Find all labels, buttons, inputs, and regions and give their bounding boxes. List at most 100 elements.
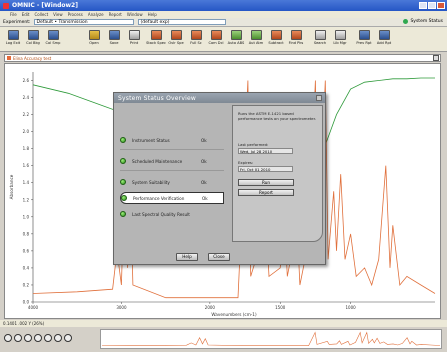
collect-sample-icon <box>47 30 59 40</box>
x-axis-label: Wavenumbers (cm-1) <box>211 312 257 317</box>
collect-background-button[interactable]: Col Bkg <box>23 30 43 50</box>
status-bar: 0.1401 .002 Y (26%) <box>0 320 447 327</box>
close-window-button[interactable] <box>437 2 445 9</box>
pan-icon[interactable] <box>24 334 32 342</box>
save-button[interactable]: Save <box>104 30 124 50</box>
experiment-secondary-select[interactable]: (default exp) <box>137 19 226 25</box>
divider <box>120 149 224 150</box>
library-manager-button[interactable]: Lib Mgr <box>330 30 350 50</box>
title-bar: OMNIC - [Window2] <box>0 0 447 11</box>
status-item-instrument[interactable]: Instrument Status Ok <box>120 134 224 146</box>
dialog-close-icon[interactable] <box>316 95 322 101</box>
sample-selector[interactable]: Elina Accuracy test <box>4 54 441 62</box>
status-ok-icon <box>120 137 126 143</box>
subtract-button[interactable]: Subtract <box>266 30 286 50</box>
menu-item-help[interactable]: Help <box>147 12 157 17</box>
open-folder-button[interactable]: Open <box>84 30 104 50</box>
sample-color-swatch <box>7 56 11 60</box>
print-button[interactable]: Print <box>124 30 144 50</box>
experiment-secondary-value: (default exp) <box>140 19 170 25</box>
zoom-in-icon[interactable] <box>4 334 12 342</box>
full-scale-button[interactable]: Full Sc <box>186 30 206 50</box>
report-button[interactable]: Report <box>238 189 294 196</box>
status-readout: 0.1401 .002 Y (26%) <box>3 321 45 326</box>
collect-background-icon <box>27 30 39 40</box>
add-report-button[interactable]: Add Rpt <box>374 30 394 50</box>
y-tick-label: 0.6 <box>23 248 30 253</box>
y-axis-label: Absorbance <box>9 174 14 199</box>
expires-value: Fri, Oct 01 2010 <box>238 166 293 172</box>
stack-spectra-button[interactable]: Stack Spec <box>146 30 166 50</box>
toolbar-label: Subtract <box>268 41 284 45</box>
status-item-label: Last Spectral Quality Result <box>132 211 190 217</box>
x-tick-label: 4000 <box>28 305 39 310</box>
status-ok-icon <box>120 211 126 217</box>
menu-item-file[interactable]: File <box>10 12 17 17</box>
toolbar-label: Col Bkg <box>26 41 40 45</box>
zoom-out-icon[interactable] <box>14 334 22 342</box>
status-item-suitability[interactable]: System Suitability Ok <box>120 176 224 188</box>
log-exit-button[interactable]: Log Exit <box>3 30 23 50</box>
status-item-label: Performance Verification <box>133 195 185 201</box>
print-icon <box>128 30 140 40</box>
menu-item-edit[interactable]: Edit <box>21 12 30 17</box>
region-icon[interactable] <box>54 334 62 342</box>
help-button[interactable]: Help <box>176 253 198 261</box>
toolbar-label: Lib Mgr <box>333 41 347 45</box>
status-item-label: System Suitability <box>132 179 170 185</box>
find-peaks-button[interactable]: Find Pks <box>286 30 306 50</box>
x-tick-label: 1500 <box>275 305 286 310</box>
cursor-icon[interactable] <box>34 334 42 342</box>
menu-item-view[interactable]: View <box>53 12 63 17</box>
status-item-value: Ok <box>201 158 207 164</box>
peak-label-icon[interactable] <box>44 334 52 342</box>
system-status-indicator[interactable]: System Status <box>403 19 443 24</box>
close-button[interactable]: Close <box>208 253 230 261</box>
common-scale-button[interactable]: Com Dcl <box>206 30 226 50</box>
status-ok-icon <box>121 195 127 201</box>
search-button[interactable]: Search <box>310 30 330 50</box>
performance-verification-panel: Runs the ASTM E-1421 based performance t… <box>232 105 323 242</box>
status-item-spectral-quality[interactable]: Last Spectral Quality Result <box>120 208 224 220</box>
overlay-spectra-button[interactable]: Ovlr Spe <box>166 30 186 50</box>
preview-report-button[interactable]: Prev Rpt <box>354 30 374 50</box>
system-status-dialog: System Status Overview Instrument Status… <box>113 92 326 265</box>
y-tick-label: 1.6 <box>23 163 30 168</box>
y-tick-label: 0.8 <box>23 231 30 236</box>
collect-sample-button[interactable]: Col Smp <box>43 30 63 50</box>
menu-item-window[interactable]: Window <box>126 12 143 17</box>
toolbar-label: Stack Spec <box>146 41 166 45</box>
measure-icon[interactable] <box>64 334 72 342</box>
x-tick-label: 1000 <box>345 305 356 310</box>
open-folder-icon <box>88 30 100 40</box>
experiment-select[interactable]: Default • Transmission <box>33 19 134 25</box>
stack-spectra-icon <box>150 30 162 40</box>
maximize-button[interactable] <box>428 2 436 9</box>
toolbar-label: Open <box>89 41 99 45</box>
y-tick-label: 1.4 <box>23 180 30 185</box>
menu-item-report[interactable]: Report <box>108 12 122 17</box>
menu-item-collect[interactable]: Collect <box>34 12 49 17</box>
y-tick-label: 2.0 <box>23 129 30 134</box>
run-button[interactable]: Run <box>238 179 294 186</box>
overview-series <box>101 331 441 346</box>
atmospheric-correction-button[interactable]: Aut Atm <box>246 30 266 50</box>
omnic-app-icon <box>3 2 9 9</box>
full-scale-icon <box>190 30 202 40</box>
toolbar-label: Find Pks <box>288 41 304 45</box>
atmospheric-correction-icon <box>250 30 262 40</box>
menu-item-process[interactable]: Process <box>67 12 83 17</box>
toolbar-label: Save <box>109 41 119 45</box>
menu-item-analyze[interactable]: Analyze <box>87 12 104 17</box>
y-tick-label: 2.4 <box>23 95 30 100</box>
auto-baseline-button[interactable]: Auto ABS <box>226 30 246 50</box>
toolbar-label: Ovlr Spe <box>168 41 184 45</box>
sample-dropdown-icon[interactable] <box>433 55 439 61</box>
toolbar-label: Auto ABS <box>227 41 245 45</box>
status-item-performance-verification[interactable]: Performance Verification Ok <box>120 192 224 204</box>
bottom-toolbar <box>0 327 447 352</box>
x-tick-label: 3000 <box>116 305 127 310</box>
overview-plot[interactable] <box>100 329 442 349</box>
status-item-maintenance[interactable]: Scheduled Maintenance Ok <box>120 155 224 167</box>
minimize-button[interactable] <box>419 2 427 9</box>
